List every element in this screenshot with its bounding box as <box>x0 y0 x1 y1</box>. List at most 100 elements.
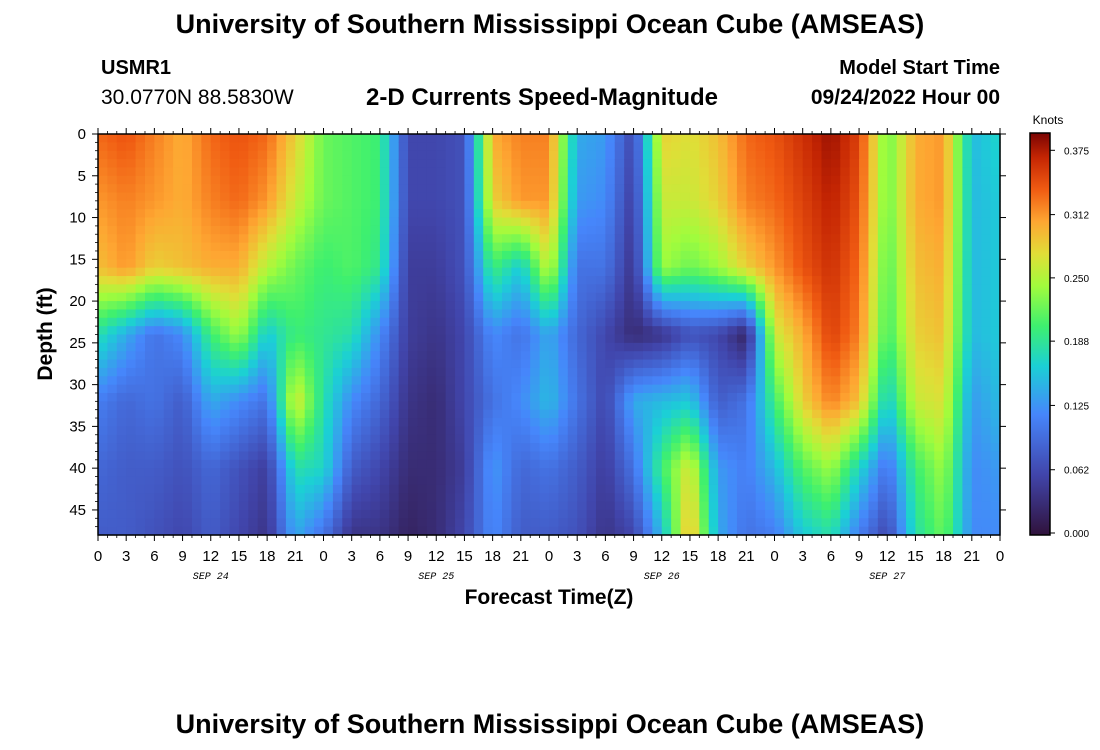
heatmap-cell <box>116 267 127 277</box>
heatmap-cell <box>652 443 663 453</box>
heatmap-cell <box>981 242 992 252</box>
heatmap-cell <box>502 309 513 319</box>
heatmap-cell <box>821 301 832 311</box>
heatmap-cell <box>652 468 663 478</box>
heatmap-cell <box>877 259 888 269</box>
heatmap-cell <box>971 484 982 494</box>
heatmap-cell <box>511 150 522 160</box>
heatmap-cell <box>464 509 475 519</box>
heatmap-cell <box>342 518 353 528</box>
heatmap-cell <box>539 200 550 210</box>
heatmap-cell <box>624 493 635 503</box>
heatmap-cell <box>774 351 785 361</box>
heatmap-cell <box>689 276 700 285</box>
heatmap-cell <box>398 484 409 494</box>
heatmap-cell <box>530 342 541 352</box>
heatmap-cell <box>830 509 841 519</box>
heatmap-cell <box>257 267 268 277</box>
heatmap-cell <box>135 518 146 528</box>
heatmap-cell <box>408 159 419 169</box>
heatmap-cell <box>680 142 691 152</box>
heatmap-cell <box>379 526 390 536</box>
heatmap-cell <box>445 184 456 194</box>
heatmap-cell <box>671 234 682 244</box>
heatmap-cell <box>577 392 588 402</box>
heatmap-cell <box>389 250 400 260</box>
heatmap-cell <box>699 301 710 311</box>
heatmap-cell <box>173 342 184 352</box>
heatmap-cell <box>718 443 729 453</box>
heatmap-cell <box>896 518 907 528</box>
heatmap-cell <box>793 367 804 377</box>
heatmap-cell <box>436 225 447 235</box>
heatmap-cell <box>689 284 700 294</box>
heatmap-cell <box>520 250 531 260</box>
heatmap-cell <box>689 468 700 478</box>
heatmap-cell <box>304 476 315 486</box>
heatmap-cell <box>962 342 973 352</box>
heatmap-cell <box>633 459 644 469</box>
heatmap-cell <box>567 326 578 336</box>
heatmap-cell <box>229 134 240 143</box>
heatmap-cell <box>502 376 513 386</box>
heatmap-cell <box>314 142 325 152</box>
heatmap-cell <box>736 359 747 369</box>
heatmap-cell <box>276 150 287 160</box>
heatmap-cell <box>614 184 625 194</box>
heatmap-cell <box>915 250 926 260</box>
heatmap-cell <box>492 443 503 453</box>
heatmap-cell <box>417 225 428 235</box>
x-tick-label: 0 <box>319 548 327 565</box>
heatmap-cell <box>530 209 541 219</box>
heatmap-cell <box>981 409 992 419</box>
heatmap-cell <box>267 276 278 285</box>
heatmap-cell <box>802 242 813 252</box>
heatmap-cell <box>595 401 606 411</box>
heatmap-cell <box>154 225 165 235</box>
heatmap-cell <box>126 142 137 152</box>
heatmap-cell <box>455 309 466 319</box>
heatmap-cell <box>821 159 832 169</box>
heatmap-cell <box>182 409 193 419</box>
heatmap-cell <box>896 317 907 327</box>
heatmap-cell <box>868 468 879 478</box>
heatmap-cell <box>182 317 193 327</box>
heatmap-cell <box>267 501 278 511</box>
heatmap-chart: 0 3 6 9 12 15 18 21 0 3 6 9 12 15 18 21 0 3 6 9 12 15 18 21 0 3 6 9… <box>34 113 1089 609</box>
heatmap-cell <box>840 426 851 436</box>
heatmap-cell <box>539 276 550 285</box>
heatmap-cell <box>173 392 184 402</box>
heatmap-cell <box>802 167 813 177</box>
heatmap-cell <box>332 225 343 235</box>
heatmap-cell <box>689 351 700 361</box>
heatmap-cell <box>417 376 428 386</box>
heatmap-cell <box>107 142 118 152</box>
heatmap-cell <box>859 376 870 386</box>
heatmap-cell <box>699 242 710 252</box>
heatmap-cell <box>746 267 757 277</box>
heatmap-cell <box>906 150 917 160</box>
heatmap-cell <box>436 468 447 478</box>
heatmap-cell <box>859 326 870 336</box>
heatmap-cell <box>906 184 917 194</box>
heatmap-cell <box>943 192 954 202</box>
heatmap-cell <box>699 484 710 494</box>
heatmap-cell <box>220 184 231 194</box>
heatmap-cell <box>248 418 259 427</box>
heatmap-cell <box>727 526 738 536</box>
heatmap-cell <box>840 367 851 377</box>
heatmap-cell <box>276 242 287 252</box>
heatmap-cell <box>859 200 870 210</box>
heatmap-cell <box>267 334 278 344</box>
heatmap-cell <box>351 426 362 436</box>
heatmap-cell <box>633 159 644 169</box>
heatmap-cell <box>473 326 484 336</box>
heatmap-cell <box>943 376 954 386</box>
heatmap-cell <box>126 401 137 411</box>
heatmap-cell <box>981 150 992 160</box>
heatmap-cell <box>154 142 165 152</box>
heatmap-cell <box>812 267 823 277</box>
heatmap-cell <box>267 468 278 478</box>
heatmap-cell <box>351 459 362 469</box>
heatmap-cell <box>680 284 691 294</box>
